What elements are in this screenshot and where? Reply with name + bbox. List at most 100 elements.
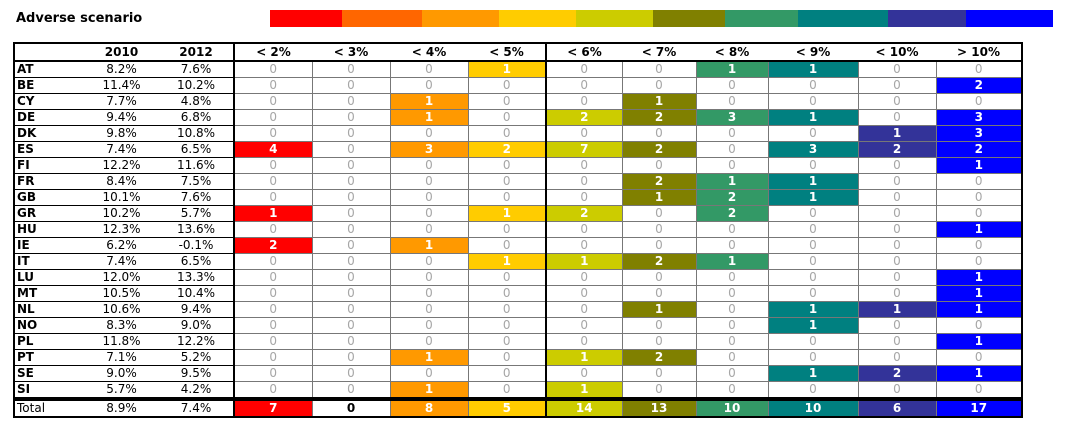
count-cell: 0	[857, 221, 937, 238]
count-cell: 2	[695, 189, 769, 206]
table-row: CY 7.7% 4.8% 0 0 1 0 0 1 0 0 0 0	[14, 93, 1023, 110]
country-code: GB	[14, 189, 84, 206]
count-cell: 0	[311, 109, 391, 126]
count-cell: 0	[545, 221, 623, 238]
count-cell: 0	[545, 269, 623, 286]
legend-swatch	[499, 10, 576, 27]
count-cell: 1	[767, 365, 859, 382]
count-cell: 0	[467, 317, 547, 334]
total-2010: 8.9%	[106, 401, 137, 415]
page-title: Adverse scenario	[16, 11, 143, 26]
count-cell: 0	[621, 333, 697, 350]
count-cell: 0	[311, 269, 391, 286]
value-2010: 11.8%	[84, 333, 159, 350]
value-2012: 13.3%	[159, 269, 234, 286]
count-cell: 2	[695, 205, 769, 222]
table-row: GR 10.2% 5.7% 1 0 0 1 2 0 2 0 0 0	[14, 205, 1023, 222]
color-legend	[270, 10, 1053, 27]
count-cell: 1	[545, 253, 623, 270]
count-cell: 0	[621, 381, 697, 399]
table-row: ES 7.4% 6.5% 4 0 3 2 7 2 0 3 2 2	[14, 141, 1023, 158]
header-bin: < 4%	[390, 43, 468, 62]
country-code: NL	[14, 301, 84, 318]
count-cell: 0	[621, 237, 697, 254]
count-cell: 1	[695, 60, 769, 78]
count-cell: 0	[233, 157, 313, 174]
country-code: PL	[14, 333, 84, 350]
count-cell: 0	[311, 317, 391, 334]
count-cell: 0	[389, 269, 469, 286]
count-cell: 0	[311, 157, 391, 174]
country-code: AT	[14, 61, 84, 78]
count-cell: 1	[233, 205, 313, 222]
count-cell: 4	[233, 141, 313, 158]
count-cell: 1	[467, 253, 547, 270]
count-cell: 0	[389, 253, 469, 270]
count-cell: 0	[857, 253, 937, 270]
country-code: LU	[14, 269, 84, 286]
total-count-cell: 14	[545, 399, 623, 418]
count-cell: 0	[935, 381, 1023, 399]
count-cell: 0	[545, 333, 623, 350]
count-cell: 0	[857, 157, 937, 174]
value-2012: 4.2%	[159, 381, 234, 399]
count-cell: 0	[389, 221, 469, 238]
count-cell: 1	[935, 221, 1023, 238]
count-cell: 0	[545, 189, 623, 206]
count-cell: 0	[695, 317, 769, 334]
count-cell: 0	[467, 349, 547, 366]
value-2012: 9.5%	[159, 365, 234, 382]
count-cell: 2	[467, 141, 547, 158]
table-row: AT 8.2% 7.6% 0 0 0 1 0 0 1 1 0 0	[14, 60, 1023, 78]
count-cell: 0	[467, 125, 547, 142]
header-row: 2010 2012 < 2% < 3% < 4% < 5% < 6% < 7% …	[14, 43, 1022, 62]
value-2010: 10.5%	[84, 285, 159, 302]
count-cell: 0	[311, 77, 391, 94]
count-cell: 0	[389, 173, 469, 190]
count-cell: 0	[695, 381, 769, 399]
count-cell: 0	[857, 269, 937, 286]
results-table: 2010 2012 < 2% < 3% < 4% < 5% < 6% < 7% …	[13, 42, 1023, 399]
value-2010: 10.1%	[84, 189, 159, 206]
count-cell: 0	[935, 173, 1023, 190]
count-cell: 0	[857, 189, 937, 206]
count-cell: 0	[935, 189, 1023, 206]
table-row: GB 10.1% 7.6% 0 0 0 0 0 1 2 1 0 0	[14, 189, 1023, 206]
value-2010: 11.4%	[84, 77, 159, 94]
count-cell: 1	[621, 301, 697, 318]
count-cell: 0	[857, 317, 937, 334]
count-cell: 0	[389, 205, 469, 222]
count-cell: 0	[467, 269, 547, 286]
count-cell: 0	[545, 301, 623, 318]
count-cell: 0	[621, 157, 697, 174]
count-cell: 1	[545, 381, 623, 399]
value-2010: 7.1%	[84, 349, 159, 366]
value-2010: 12.2%	[84, 157, 159, 174]
count-cell: 3	[935, 125, 1023, 142]
total-row: Total 8.9% 7.4% 7 0 8 5 14 13 10 10 6 17	[14, 399, 1023, 418]
count-cell: 0	[233, 269, 313, 286]
legend-swatch	[342, 10, 422, 27]
count-cell: 0	[545, 285, 623, 302]
count-cell: 0	[233, 349, 313, 366]
table-row: HU 12.3% 13.6% 0 0 0 0 0 0 0 0 0 1	[14, 221, 1023, 238]
count-cell: 1	[467, 60, 547, 78]
count-cell: 1	[621, 93, 697, 110]
count-cell: 0	[767, 285, 859, 302]
count-cell: 7	[545, 141, 623, 158]
count-cell: 1	[695, 253, 769, 270]
count-cell: 0	[767, 77, 859, 94]
count-cell: 0	[935, 253, 1023, 270]
count-cell: 0	[621, 221, 697, 238]
value-2010: 8.2%	[84, 61, 159, 78]
count-cell: 2	[621, 109, 697, 126]
count-cell: 0	[695, 365, 769, 382]
count-cell: 0	[767, 93, 859, 110]
count-cell: 3	[935, 109, 1023, 126]
count-cell: 0	[389, 189, 469, 206]
count-cell: 0	[857, 205, 937, 222]
count-cell: 0	[545, 173, 623, 190]
count-cell: 0	[621, 317, 697, 334]
count-cell: 0	[695, 93, 769, 110]
count-cell: 0	[935, 349, 1023, 366]
